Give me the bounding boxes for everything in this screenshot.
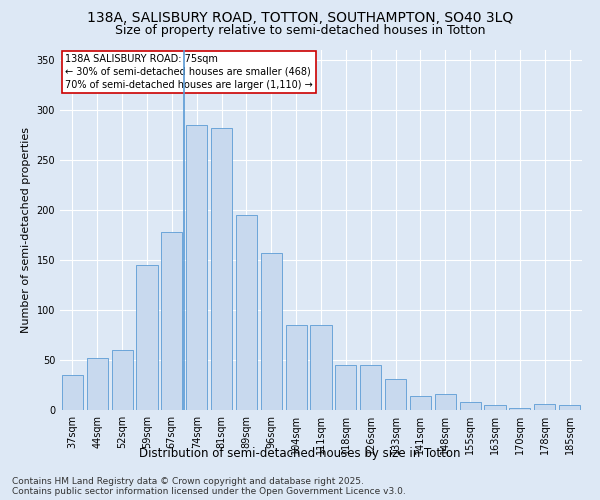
Bar — [460, 402, 481, 410]
Text: Distribution of semi-detached houses by size in Totton: Distribution of semi-detached houses by … — [139, 448, 461, 460]
Bar — [410, 396, 431, 410]
Bar — [310, 325, 332, 410]
Bar — [161, 232, 182, 410]
Text: Contains HM Land Registry data © Crown copyright and database right 2025.
Contai: Contains HM Land Registry data © Crown c… — [12, 476, 406, 496]
Bar — [435, 394, 456, 410]
Bar — [559, 405, 580, 410]
Bar — [286, 325, 307, 410]
Bar — [136, 265, 158, 410]
Text: 138A, SALISBURY ROAD, TOTTON, SOUTHAMPTON, SO40 3LQ: 138A, SALISBURY ROAD, TOTTON, SOUTHAMPTO… — [87, 11, 513, 25]
Bar — [112, 350, 133, 410]
Bar — [509, 408, 530, 410]
Text: Size of property relative to semi-detached houses in Totton: Size of property relative to semi-detach… — [115, 24, 485, 37]
Bar — [335, 365, 356, 410]
Bar — [484, 405, 506, 410]
Bar — [211, 128, 232, 410]
Bar — [261, 253, 282, 410]
Bar — [534, 404, 555, 410]
Bar — [236, 215, 257, 410]
Bar — [186, 125, 207, 410]
Bar — [385, 379, 406, 410]
Text: 138A SALISBURY ROAD: 75sqm
← 30% of semi-detached houses are smaller (468)
70% o: 138A SALISBURY ROAD: 75sqm ← 30% of semi… — [65, 54, 313, 90]
Bar — [62, 375, 83, 410]
Y-axis label: Number of semi-detached properties: Number of semi-detached properties — [21, 127, 31, 333]
Bar — [360, 365, 381, 410]
Bar — [87, 358, 108, 410]
